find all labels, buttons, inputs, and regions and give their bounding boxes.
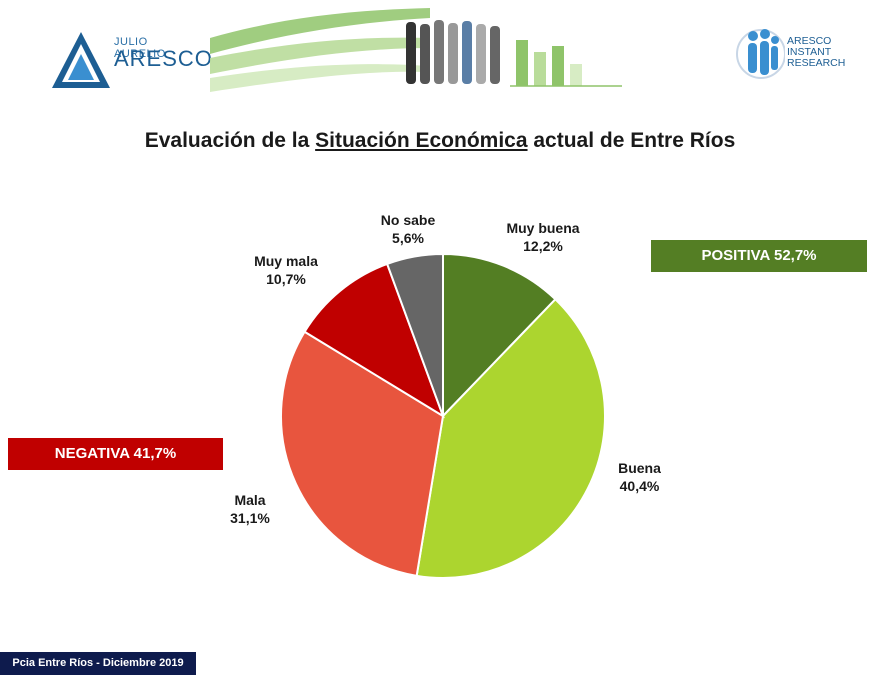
right-logo-line-3: RESEARCH <box>787 57 846 69</box>
right-logo-line-2: INSTANT <box>787 46 832 58</box>
slice-label-muy-mala: Muy mala 10,7% <box>236 252 336 288</box>
pie-slice-mala <box>280 330 445 577</box>
right-logo-line-1: ARESCO <box>787 35 832 47</box>
pie-slice-muy-buena <box>442 252 557 419</box>
slice-label-muy-buena-name: Muy buena <box>506 220 580 236</box>
pie-slice-buena <box>415 297 606 579</box>
slice-label-muy-mala-value: 10,7% <box>266 271 306 287</box>
pie-slice-muy-mala <box>303 262 445 419</box>
footer-caption: Pcia Entre Ríos - Diciembre 2019 <box>0 652 196 675</box>
brand-name: ARESCO <box>114 46 213 71</box>
slice-label-muy-buena: Muy buena 12,2% <box>488 219 598 255</box>
title-underlined-part: Situación Económica <box>315 129 528 152</box>
slice-label-no-sabe: No sabe 5,6% <box>368 211 448 247</box>
slice-label-muy-buena-value: 12,2% <box>523 238 563 254</box>
title-part-2: actual de Entre Ríos <box>527 129 736 152</box>
bar-graphic-icon <box>510 40 622 87</box>
slice-label-buena-name: Buena <box>618 460 661 476</box>
negativa-summary-badge: NEGATIVA 41,7% <box>8 438 223 470</box>
aresco-instant-research-logo: ARESCO INSTANT RESEARCH <box>735 18 855 93</box>
slice-label-muy-mala-name: Muy mala <box>254 253 318 269</box>
slice-label-no-sabe-name: No sabe <box>380 212 436 228</box>
slice-label-mala-value: 31,1% <box>230 510 270 526</box>
chart-title: Evaluación de la Situación Económica act… <box>0 129 880 153</box>
title-part-1: Evaluación de la <box>144 129 316 152</box>
slice-label-buena: Buena 40,4% <box>602 459 677 495</box>
slice-label-buena-value: 40,4% <box>619 478 660 494</box>
slice-label-mala-name: Mala <box>234 492 266 508</box>
people-icon <box>406 20 500 84</box>
slice-label-no-sabe-value: 5,6% <box>392 230 424 246</box>
header-banner <box>210 8 622 92</box>
triangle-logo-icon <box>52 32 110 88</box>
positiva-summary-badge: POSITIVA 52,7% <box>651 240 867 272</box>
slice-label-mala: Mala 31,1% <box>210 491 290 527</box>
brand-small-text: JULIO AURELIO <box>114 36 166 60</box>
pie-slice-no-sabe <box>385 252 444 417</box>
aresco-logo: JULIO AURELIO ARESCO <box>50 28 212 92</box>
